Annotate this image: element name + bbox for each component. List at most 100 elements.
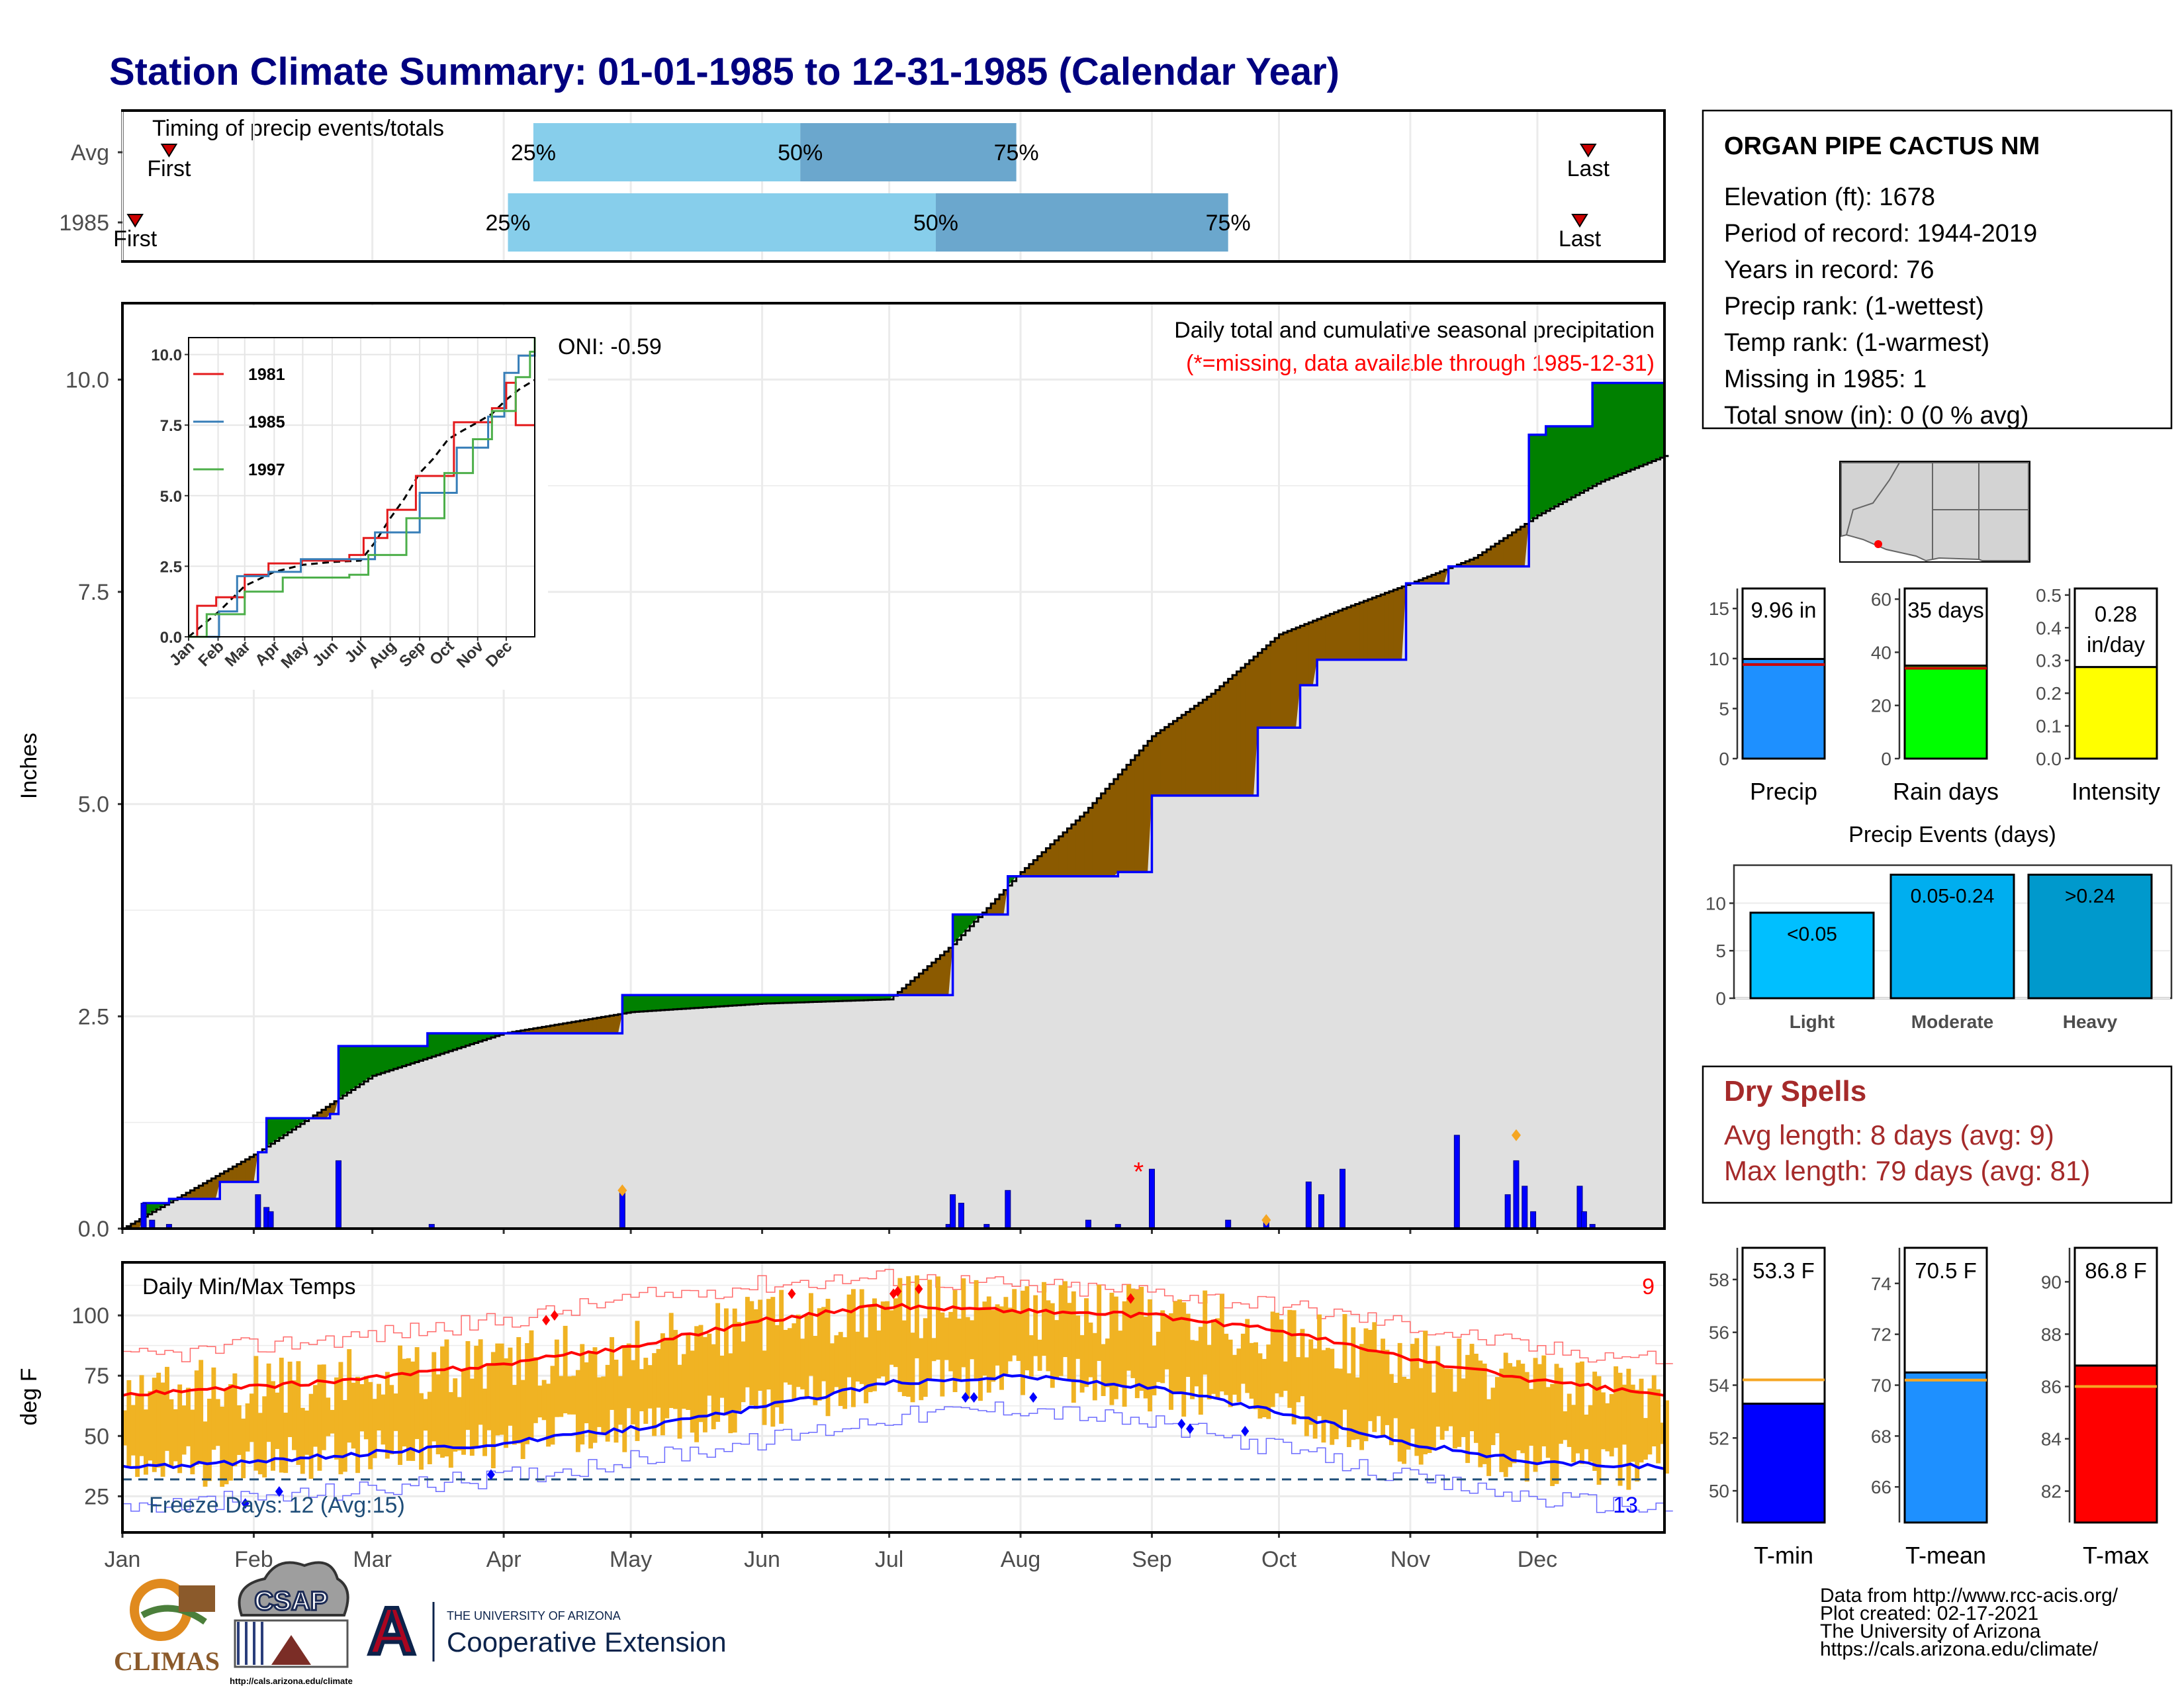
daily-temp-bar	[1152, 1345, 1157, 1395]
precip-anomaly-slice	[1308, 622, 1314, 686]
daily-temp-bar	[737, 1321, 742, 1413]
daily-temp-bar	[1516, 1360, 1521, 1451]
daily-temp-bar	[1406, 1379, 1411, 1450]
events-bar-label: Heavy	[2063, 1011, 2118, 1032]
daily-temp-bar	[402, 1358, 407, 1447]
precip-anomaly-slice	[690, 995, 695, 1009]
station-info-line: Total snow (in): 0 (0 % avg)	[1724, 402, 2028, 430]
precip-anomaly-slice	[1359, 602, 1365, 660]
precip-anomaly-slice	[601, 1017, 606, 1034]
hot-days-count: 9	[1642, 1274, 1655, 1299]
summary-value-text-line1: 0.28	[2095, 602, 2137, 626]
daily-temp-bar	[495, 1343, 500, 1436]
events-bar-text: <0.05	[1787, 923, 1837, 945]
daily-temp-bar	[520, 1380, 525, 1460]
daily-temp-bar	[190, 1409, 195, 1475]
precip-anomaly-slice	[1156, 733, 1161, 796]
daily-temp-bar	[957, 1318, 962, 1381]
record-high-marker	[893, 1286, 902, 1297]
daily-temp-bar	[1529, 1389, 1534, 1446]
daily-precip-bar	[1580, 1211, 1587, 1229]
precip-anomaly-slice	[1261, 649, 1267, 728]
precip-anomaly-slice	[211, 1178, 216, 1199]
precip-marker-diamond	[617, 1184, 627, 1197]
daily-temp-bar	[880, 1301, 886, 1377]
daily-temp-bar	[330, 1409, 335, 1434]
events-bar-heavy	[2027, 873, 2153, 1000]
daily-temp-bar	[1054, 1320, 1060, 1379]
precip-anomaly-slice	[529, 1029, 534, 1034]
summary-value-box	[1903, 587, 1988, 667]
daily-temp-bar	[872, 1298, 877, 1391]
daily-temp-bar	[1194, 1340, 1199, 1387]
daily-temp-bar	[1300, 1329, 1305, 1397]
precip-anomaly-slice	[592, 1018, 598, 1034]
precip-anomaly-slice	[148, 1203, 153, 1215]
daily-temp-bar	[160, 1382, 165, 1477]
precip-anomaly-slice	[1393, 589, 1398, 660]
daily-temp-bar	[1600, 1392, 1606, 1450]
precip-anomaly-slice	[1270, 641, 1275, 728]
daily-temp-bar	[194, 1370, 199, 1465]
daily-temp-bar	[792, 1323, 797, 1400]
precip-anomaly-slice	[1325, 615, 1330, 660]
precip-anomaly-slice	[915, 977, 920, 996]
precip-anomaly-slice	[1635, 383, 1640, 468]
daily-precip-bar	[1318, 1194, 1325, 1229]
precip-anomaly-slice	[453, 1033, 458, 1050]
timing-band-25-50	[533, 123, 801, 181]
climas-text: CLIMAS	[114, 1646, 220, 1676]
daily-temp-bar	[1388, 1374, 1394, 1446]
precip-anomaly-slice	[1342, 608, 1347, 660]
precip-anomaly-slice	[1643, 383, 1648, 465]
daily-temp-bar	[338, 1362, 343, 1475]
daily-temp-bar	[432, 1352, 437, 1442]
daily-temp-bar	[139, 1375, 144, 1456]
precip-anomaly-slice	[1431, 575, 1436, 584]
precip-anomaly-slice	[181, 1195, 187, 1199]
daily-temp-bar	[1367, 1329, 1373, 1421]
daily-temp-bar	[1321, 1350, 1326, 1443]
daily-temp-bar	[1656, 1389, 1661, 1464]
precip-anomaly-slice	[897, 992, 903, 996]
record-low-marker	[486, 1469, 495, 1480]
daily-temp-bar	[787, 1328, 792, 1385]
precip-anomaly-slice	[715, 995, 721, 1007]
daily-temp-bar	[1457, 1338, 1462, 1447]
precip-anomaly-slice	[711, 995, 716, 1008]
daily-temp-bar	[1211, 1319, 1216, 1394]
daily-temp-bar	[694, 1326, 700, 1442]
precip-anomaly-slice	[1381, 594, 1386, 660]
precip-anomaly-slice	[821, 995, 827, 1002]
inset-series-1981	[189, 381, 535, 638]
daily-temp-bar	[435, 1374, 441, 1454]
precip-anomaly-slice	[363, 1046, 369, 1082]
daily-temp-bar	[970, 1320, 975, 1360]
precip-anomaly-slice	[974, 914, 979, 922]
daily-temp-bar	[220, 1406, 225, 1487]
daily-temp-bar	[262, 1396, 267, 1477]
precip-anomaly-slice	[554, 1025, 559, 1034]
missing-note: (*=missing, data available through 1985-…	[1186, 351, 1655, 376]
daily-temp-bar	[550, 1366, 555, 1445]
precip-anomaly-slice	[614, 1015, 619, 1034]
precip-anomaly-slice	[880, 995, 886, 1000]
precip-anomaly-slice	[465, 1033, 471, 1046]
record-high-marker	[915, 1284, 923, 1295]
precip-anomaly-slice	[1363, 600, 1369, 660]
daily-temp-bar	[469, 1378, 475, 1456]
precip-anomaly-slice	[817, 995, 822, 1002]
record-low-marker	[970, 1392, 978, 1403]
month-label: Sep	[1132, 1547, 1172, 1572]
daily-temp-bar	[817, 1308, 822, 1401]
daily-temp-bar	[1465, 1354, 1471, 1464]
temp_bars-label: T-mean	[1905, 1542, 1986, 1569]
daily-temp-bar	[741, 1341, 746, 1403]
inset-series-1985	[189, 346, 536, 638]
daily-temp-bar	[1486, 1399, 1492, 1476]
daily-temp-bar	[393, 1393, 398, 1431]
daily-temp-bar	[347, 1349, 352, 1443]
month-label: Mar	[353, 1547, 392, 1572]
precip-anomaly-slice	[355, 1046, 361, 1088]
precip-anomaly-slice	[414, 1046, 420, 1062]
